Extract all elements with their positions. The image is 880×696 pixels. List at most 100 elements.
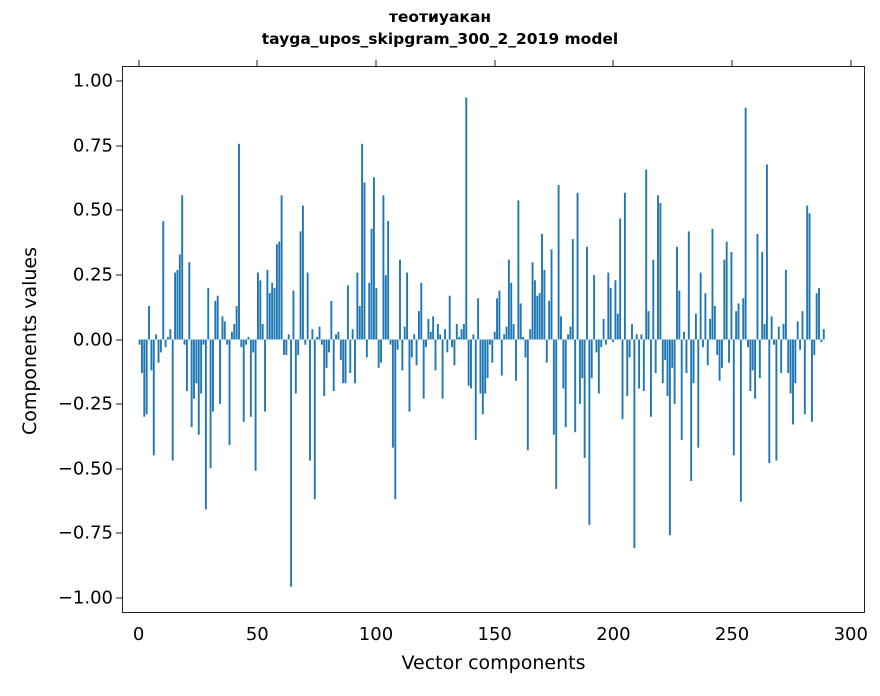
x-axis-label: Vector components <box>401 652 586 674</box>
bar <box>652 259 655 340</box>
bar <box>725 241 728 340</box>
bar <box>567 334 570 340</box>
bar <box>425 339 427 348</box>
bar <box>751 339 754 371</box>
bar <box>680 339 683 440</box>
plot-area <box>122 66 865 613</box>
bar <box>159 339 162 353</box>
bar <box>612 339 615 343</box>
bar <box>555 339 558 489</box>
y-axis-label: Components values <box>19 246 41 436</box>
bar <box>645 169 648 340</box>
bar <box>732 339 735 456</box>
bar <box>444 329 446 340</box>
bar <box>313 339 316 500</box>
bar <box>588 339 591 525</box>
bar <box>323 339 326 397</box>
bar <box>586 246 588 340</box>
bar <box>370 228 373 340</box>
bar <box>702 339 704 348</box>
bar <box>803 339 806 415</box>
bar <box>533 280 536 340</box>
bar <box>519 303 522 340</box>
bar <box>683 331 686 340</box>
bar <box>467 339 470 386</box>
bar <box>271 282 274 340</box>
bar <box>664 339 667 361</box>
bar <box>747 339 749 348</box>
y-tick-label: −1.00 <box>57 587 113 609</box>
bar <box>384 275 387 340</box>
bar <box>477 298 480 340</box>
bar <box>458 336 461 340</box>
y-tick-label: 0.25 <box>72 264 113 286</box>
bar <box>721 339 723 368</box>
bar <box>583 339 586 458</box>
bar <box>337 331 340 340</box>
bar <box>181 195 184 340</box>
bar <box>810 339 813 422</box>
bar <box>465 97 468 340</box>
bar <box>481 339 484 415</box>
bar <box>240 339 243 348</box>
bar-series <box>138 97 825 587</box>
bar <box>761 251 764 340</box>
bar <box>280 195 283 340</box>
bar <box>541 233 543 340</box>
bar <box>768 339 771 464</box>
bar <box>207 287 210 340</box>
bar <box>709 318 712 340</box>
bar <box>304 339 307 345</box>
bar <box>394 339 397 500</box>
bar <box>777 326 780 340</box>
bar <box>209 339 212 469</box>
bar <box>496 298 498 340</box>
bar <box>436 324 439 340</box>
bar <box>545 339 548 363</box>
bar <box>538 293 541 340</box>
bar <box>417 311 420 340</box>
bar <box>742 298 745 340</box>
bar <box>564 339 567 428</box>
bar <box>666 339 669 397</box>
bar <box>344 339 347 384</box>
bar <box>716 339 719 355</box>
bar <box>202 339 205 345</box>
bar <box>621 339 624 420</box>
bar <box>178 254 181 340</box>
bar <box>704 293 707 340</box>
bar <box>770 316 773 340</box>
bar <box>659 203 662 340</box>
bar <box>155 334 158 340</box>
bar <box>647 311 650 340</box>
bar <box>162 221 165 340</box>
bar <box>219 339 222 404</box>
y-tick-label: 0.75 <box>72 135 113 157</box>
bar <box>245 339 248 345</box>
bar <box>614 280 617 340</box>
chart-title-line-2: tayga_upos_skipgram_300_2_2019 model <box>261 30 619 49</box>
bar <box>815 293 818 340</box>
bar <box>635 334 638 340</box>
bar <box>256 272 259 340</box>
bar <box>576 192 579 340</box>
bar <box>427 318 430 340</box>
bar <box>773 339 775 345</box>
bar <box>474 339 477 440</box>
bar <box>694 313 697 340</box>
bar <box>536 295 539 340</box>
bar <box>654 339 657 373</box>
bar <box>318 326 321 340</box>
bar <box>287 334 290 340</box>
bar <box>491 339 494 363</box>
x-tick-label: 150 <box>477 624 512 645</box>
bar <box>801 311 804 340</box>
bar <box>557 185 560 340</box>
bar <box>235 306 238 340</box>
bar <box>406 272 409 340</box>
x-tick-label: 300 <box>833 624 868 645</box>
bar <box>382 195 385 340</box>
bar <box>261 324 264 340</box>
bar <box>678 290 681 340</box>
bar <box>529 329 532 340</box>
